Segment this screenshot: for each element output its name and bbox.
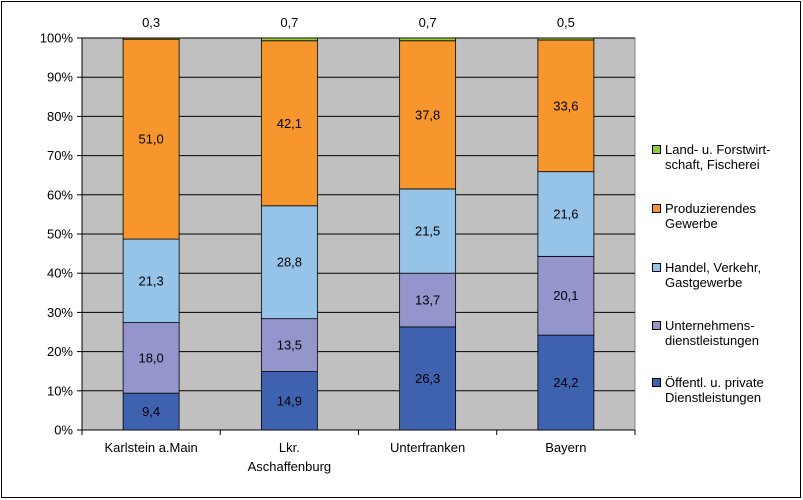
x-category-label: Lkr. xyxy=(279,440,300,455)
data-label: 21,3 xyxy=(138,273,163,288)
bar-segment xyxy=(260,318,318,372)
bar-segment xyxy=(537,171,595,257)
legend-swatch xyxy=(652,263,661,272)
legend-label: Handel, Verkehr, Gastgewerbe xyxy=(665,260,762,290)
x-category-label: Aschaffenburg xyxy=(248,459,332,474)
bar-segment xyxy=(260,371,318,431)
bar-segment xyxy=(122,37,180,40)
data-label: 21,5 xyxy=(415,224,440,239)
bar-segment xyxy=(537,39,595,173)
x-category-label: Karlstein a.Main xyxy=(105,440,198,455)
y-tick-label: 90% xyxy=(47,70,73,85)
legend-label: Unternehmens- dienstleistungen xyxy=(665,318,759,348)
data-label: 13,7 xyxy=(415,293,440,308)
data-label: 18,0 xyxy=(138,350,163,365)
legend-label: Produzierendes Gewerbe xyxy=(665,201,757,231)
y-tick-label: 70% xyxy=(47,148,73,163)
data-label: 24,2 xyxy=(553,375,578,390)
data-label: 0,7 xyxy=(419,15,437,30)
data-label: 28,8 xyxy=(277,255,302,270)
data-label: 42,1 xyxy=(277,116,302,131)
data-label: 0,7 xyxy=(280,15,298,30)
legend-swatch xyxy=(652,145,661,154)
data-label: 9,4 xyxy=(142,404,160,419)
bar-segment xyxy=(260,37,318,42)
y-tick-label: 10% xyxy=(47,383,73,398)
legend-label: Öffentl. u. private Dienstleistungen xyxy=(665,375,764,405)
bar-segment xyxy=(537,37,595,41)
data-label: 26,3 xyxy=(415,371,440,386)
y-tick-label: 30% xyxy=(47,305,73,320)
x-category-label: Unterfranken xyxy=(390,440,465,455)
legend-label: Land- u. Forstwirt- schaft, Fischerei xyxy=(665,142,771,172)
data-label: 33,6 xyxy=(553,98,578,113)
data-label: 14,9 xyxy=(277,393,302,408)
bar-segment xyxy=(122,392,180,431)
bar-segment xyxy=(122,322,180,394)
legend-swatch xyxy=(652,321,661,330)
bar-segment xyxy=(399,272,457,328)
bar-segment xyxy=(260,205,318,320)
bar-segment xyxy=(537,334,595,431)
bar-segment xyxy=(122,38,180,240)
y-tick-label: 0% xyxy=(54,423,73,438)
y-tick-label: 40% xyxy=(47,266,73,281)
y-tick-label: 100% xyxy=(40,31,74,46)
data-label: 0,3 xyxy=(142,15,160,30)
data-label: 20,1 xyxy=(553,288,578,303)
bar-segment xyxy=(399,326,457,431)
x-category-label: Bayern xyxy=(545,440,586,455)
y-tick-label: 20% xyxy=(47,344,73,359)
bar-segment xyxy=(260,40,318,207)
y-tick-label: 60% xyxy=(47,187,73,202)
data-label: 13,5 xyxy=(277,338,302,353)
bar-segment xyxy=(399,188,457,274)
y-tick-label: 80% xyxy=(47,109,73,124)
y-tick-label: 50% xyxy=(47,227,73,242)
data-label: 21,6 xyxy=(553,207,578,222)
bar-segment xyxy=(399,40,457,190)
legend-swatch xyxy=(652,378,661,387)
data-label: 0,5 xyxy=(557,15,575,30)
data-label: 51,0 xyxy=(138,132,163,147)
bar-segment xyxy=(399,37,457,42)
data-label: 37,8 xyxy=(415,107,440,122)
legend-swatch xyxy=(652,204,661,213)
